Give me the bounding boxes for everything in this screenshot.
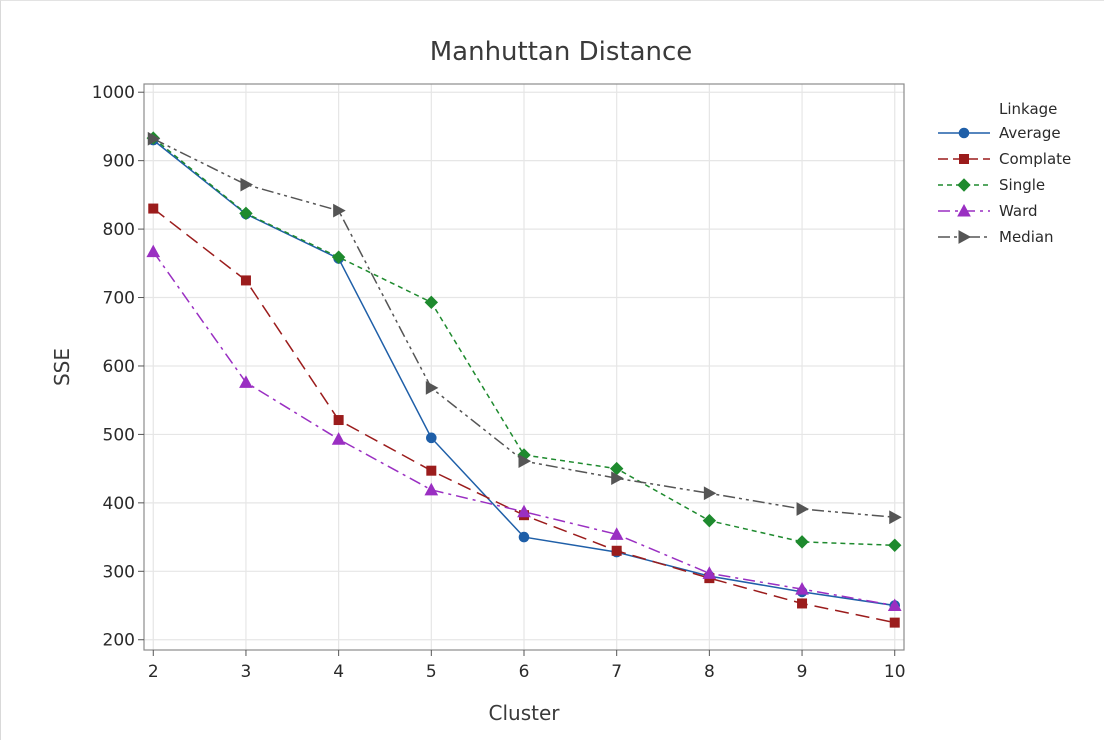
data-point-complate bbox=[240, 275, 251, 286]
data-point-complate bbox=[889, 617, 900, 628]
data-point-ward bbox=[239, 375, 253, 388]
legend-label: Complate bbox=[999, 150, 1071, 168]
y-axis-label: SSE bbox=[50, 348, 74, 386]
y-tick-label: 1000 bbox=[92, 83, 135, 103]
legend-item-complate: Complate bbox=[938, 150, 1071, 168]
data-point-ward bbox=[609, 527, 624, 540]
x-tick-label: 2 bbox=[148, 662, 159, 682]
data-point-complate bbox=[148, 203, 159, 214]
data-point-median bbox=[611, 471, 624, 486]
x-tick-label: 7 bbox=[611, 662, 622, 682]
legend-item-ward: Ward bbox=[938, 202, 1038, 220]
legend-label: Ward bbox=[999, 202, 1038, 220]
data-point-single bbox=[702, 513, 717, 528]
data-point-ward bbox=[887, 598, 902, 612]
data-point-ward bbox=[702, 566, 717, 579]
x-tick-label: 10 bbox=[884, 662, 906, 682]
data-point-ward bbox=[517, 504, 531, 518]
data-point-average bbox=[426, 432, 437, 444]
axis-ticks: 2 3 4 5 6 7 8 9 10 200 300 400 500 600 700 800 900 1000 bbox=[92, 83, 906, 682]
x-tick-label: 5 bbox=[426, 662, 437, 682]
series-single bbox=[146, 131, 902, 552]
data-point-ward bbox=[146, 244, 161, 258]
y-tick-label: 200 bbox=[103, 631, 135, 651]
x-tick-label: 3 bbox=[241, 662, 252, 682]
x-tick-label: 9 bbox=[797, 662, 808, 682]
y-tick-label: 400 bbox=[103, 494, 135, 514]
legend-marker bbox=[958, 230, 972, 244]
series-line-single bbox=[152, 137, 895, 547]
data-point-median bbox=[796, 502, 810, 516]
data-point-single bbox=[331, 250, 346, 264]
y-tick-label: 700 bbox=[103, 289, 135, 309]
data-point-median bbox=[518, 454, 532, 468]
y-tick-label: 500 bbox=[103, 425, 135, 445]
legend-marker bbox=[957, 178, 971, 192]
series-group bbox=[146, 131, 902, 628]
x-tick-label: 4 bbox=[333, 662, 344, 682]
legend-label: Average bbox=[999, 124, 1061, 142]
data-point-median bbox=[147, 131, 161, 146]
y-tick-label: 800 bbox=[103, 220, 135, 240]
chart-title: Manhuttan Distance bbox=[430, 37, 693, 67]
x-tick-label: 8 bbox=[704, 662, 715, 682]
y-tick-label: 300 bbox=[103, 562, 135, 582]
data-point-single bbox=[888, 538, 902, 552]
legend-marker bbox=[957, 203, 971, 217]
data-point-complate bbox=[611, 545, 622, 556]
x-axis-label: Cluster bbox=[489, 701, 561, 725]
data-point-ward bbox=[424, 482, 439, 496]
data-point-complate bbox=[797, 598, 808, 609]
legend-item-average: Average bbox=[938, 124, 1061, 142]
legend-item-median: Median bbox=[938, 228, 1054, 246]
series-ward bbox=[146, 244, 902, 612]
data-point-ward bbox=[331, 432, 346, 445]
data-point-single bbox=[795, 535, 809, 549]
data-point-median bbox=[425, 381, 439, 395]
x-tick-label: 6 bbox=[519, 662, 530, 682]
data-point-ward bbox=[795, 582, 809, 595]
data-point-single bbox=[239, 206, 253, 221]
y-tick-label: 900 bbox=[103, 152, 135, 172]
legend-title: Linkage bbox=[999, 100, 1057, 118]
data-point-median bbox=[703, 486, 717, 501]
legend-marker bbox=[958, 127, 970, 139]
data-point-complate bbox=[333, 415, 344, 426]
y-tick-label: 600 bbox=[103, 357, 135, 377]
legend-marker bbox=[959, 154, 969, 164]
gridlines bbox=[144, 84, 904, 650]
legend-item-single: Single bbox=[938, 176, 1045, 194]
legend-label: Single bbox=[999, 176, 1045, 194]
legend-label: Median bbox=[999, 228, 1054, 246]
data-point-single bbox=[424, 295, 439, 310]
data-point-median bbox=[889, 510, 902, 525]
legend: Linkage Average Complate Single Ward Median bbox=[938, 100, 1071, 246]
data-point-complate bbox=[426, 465, 437, 476]
series-median bbox=[147, 131, 902, 525]
data-point-median bbox=[240, 177, 253, 192]
data-point-median bbox=[333, 203, 346, 218]
data-point-average bbox=[518, 531, 530, 543]
